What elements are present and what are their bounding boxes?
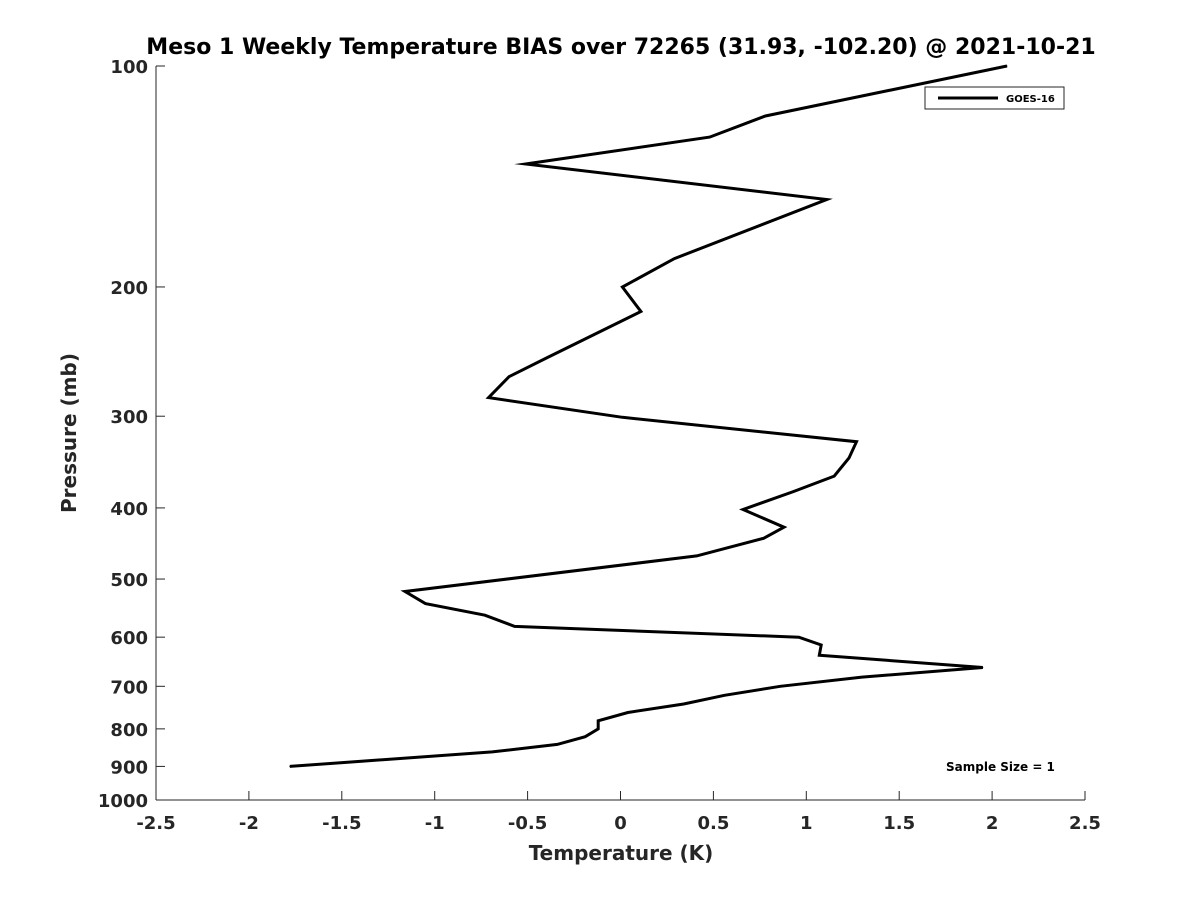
x-tick-label: -1.5: [322, 813, 361, 834]
x-tick-label: -0.5: [508, 813, 547, 834]
x-tick-label: 2: [986, 813, 999, 834]
data-point: [833, 475, 835, 477]
data-point: [798, 636, 800, 638]
data-point: [424, 603, 426, 605]
x-tick-label: -2.5: [136, 813, 175, 834]
legend-label-goes-16: GOES-16: [1006, 94, 1055, 105]
x-tick-label: 1: [800, 813, 813, 834]
data-point: [818, 654, 820, 656]
y-tick-label: 300: [110, 407, 148, 428]
y-tick-label: 500: [110, 570, 148, 591]
data-point: [508, 376, 510, 378]
chart-title: Meso 1 Weekly Temperature BIAS over 7226…: [146, 35, 1095, 60]
data-point: [584, 736, 586, 738]
y-axis-ticks: 100 200 300 400 500 600 700 800 900 1000: [98, 57, 165, 812]
y-tick-label: 400: [110, 499, 148, 520]
data-point: [792, 491, 794, 493]
data-point: [696, 555, 698, 557]
data-point: [545, 357, 547, 359]
data-point: [820, 644, 822, 646]
data-point: [779, 685, 781, 687]
y-tick-label: 600: [110, 628, 148, 649]
data-point: [621, 416, 623, 418]
sample-size-annotation: Sample Size = 1: [946, 760, 1055, 774]
data-point: [724, 694, 725, 696]
x-tick-label: -2: [239, 813, 259, 834]
y-tick-label: 900: [110, 757, 148, 778]
plot-area: -2.5 -2 -1.5 -1 -0.5 0 0.5 1 1.5 2 2.5 100 200 300 40…: [98, 57, 1101, 834]
data-point: [484, 614, 486, 616]
data-point: [856, 441, 857, 443]
data-point: [764, 115, 766, 117]
data-point: [514, 625, 516, 627]
data-point: [709, 136, 711, 138]
data-point: [491, 751, 493, 753]
data-point: [683, 703, 685, 705]
data-point: [673, 258, 675, 260]
y-axis-label: Pressure (mb): [57, 353, 81, 513]
data-point: [783, 526, 785, 528]
data-point: [404, 591, 406, 592]
data-point: [289, 765, 291, 767]
data-point: [488, 397, 490, 399]
x-axis-ticks: -2.5 -2 -1.5 -1 -0.5 0 0.5 1 1.5 2 2.5: [136, 791, 1101, 834]
data-point: [1006, 65, 1008, 67]
data-point: [742, 509, 744, 510]
data-point: [848, 457, 850, 459]
data-point: [525, 163, 527, 165]
data-point: [597, 720, 599, 722]
x-tick-label: 1.5: [883, 813, 915, 834]
data-point: [556, 743, 558, 745]
x-tick-label: 0.5: [697, 813, 729, 834]
y-tick-label: 200: [110, 278, 148, 299]
data-point: [597, 728, 599, 730]
data-point: [763, 537, 765, 539]
data-point: [627, 712, 629, 713]
series-layer: [289, 64, 1008, 768]
x-tick-label: 2.5: [1069, 813, 1101, 834]
x-axis-label: Temperature (K): [529, 841, 714, 865]
data-point: [982, 667, 984, 668]
x-tick-label: 0: [614, 813, 627, 834]
y-tick-label: 800: [110, 720, 148, 741]
y-tick-label: 100: [110, 57, 148, 78]
y-tick-label: 1000: [98, 791, 148, 812]
data-point: [861, 676, 863, 678]
data-point: [640, 311, 642, 312]
x-tick-label: -1: [425, 813, 445, 834]
data-point: [826, 199, 828, 200]
data-point: [621, 286, 623, 288]
y-tick-label: 700: [110, 677, 148, 698]
chart-legend: GOES-16: [924, 86, 1065, 110]
